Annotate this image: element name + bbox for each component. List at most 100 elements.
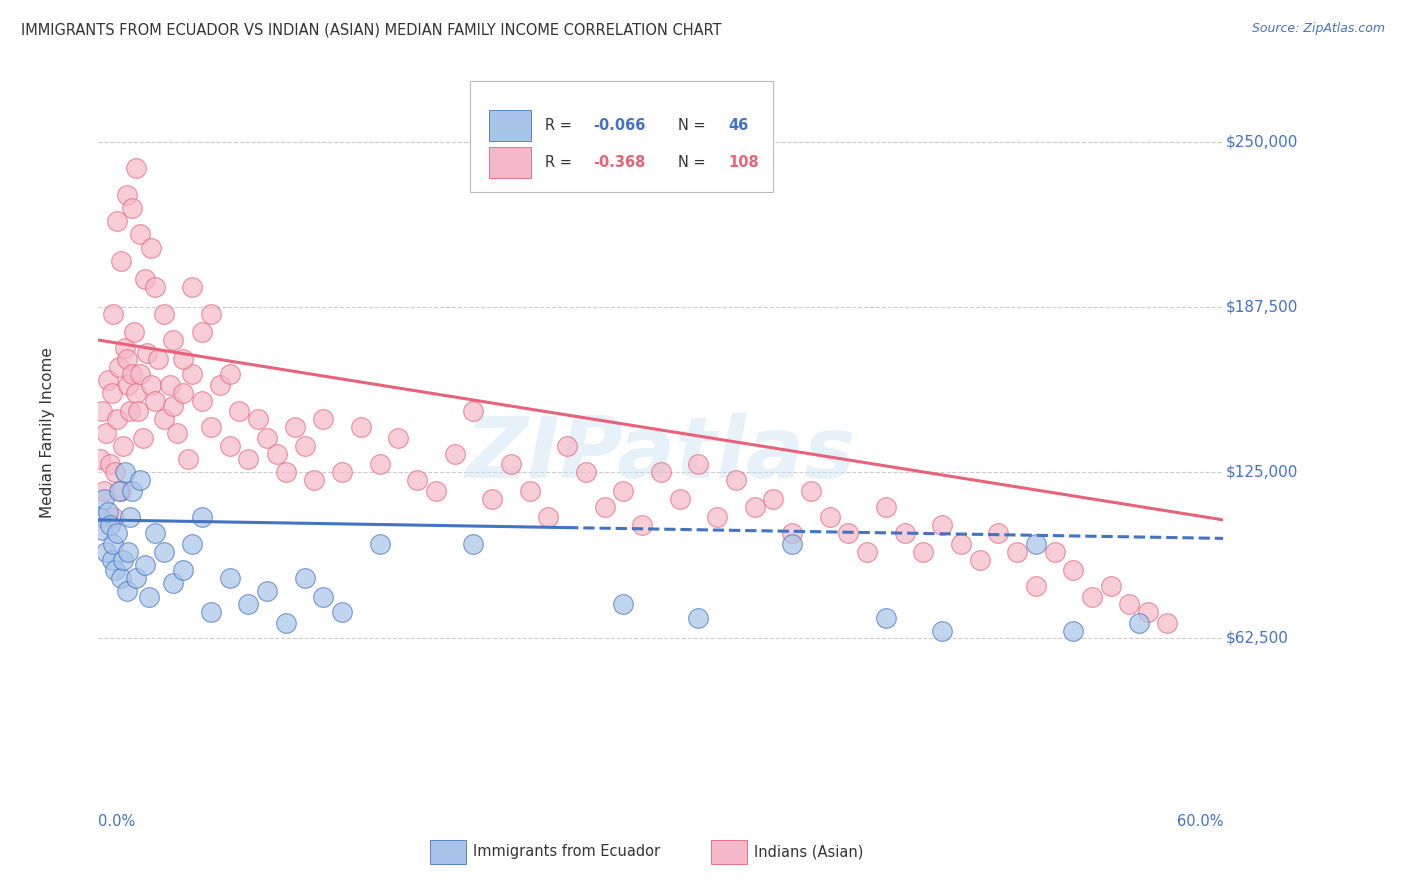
Point xyxy=(218,439,240,453)
Point xyxy=(425,483,447,498)
Point xyxy=(134,272,156,286)
Point xyxy=(181,368,204,382)
Text: IMMIGRANTS FROM ECUADOR VS INDIAN (ASIAN) MEDIAN FAMILY INCOME CORRELATION CHART: IMMIGRANTS FROM ECUADOR VS INDIAN (ASIAN… xyxy=(21,22,721,37)
Point xyxy=(800,483,823,498)
Point xyxy=(181,536,204,550)
Point xyxy=(987,526,1010,541)
Point xyxy=(837,526,859,541)
Point xyxy=(688,610,710,624)
Point xyxy=(128,227,150,242)
Point xyxy=(117,544,139,558)
Point xyxy=(91,524,114,538)
Point xyxy=(688,458,710,472)
Point xyxy=(115,187,138,202)
Point xyxy=(166,425,188,440)
Point xyxy=(931,518,953,533)
Text: 108: 108 xyxy=(728,155,759,169)
Point xyxy=(153,412,176,426)
Point xyxy=(91,404,114,418)
Text: $187,500: $187,500 xyxy=(1226,300,1298,315)
Point xyxy=(190,325,212,339)
Point xyxy=(256,431,278,445)
Point xyxy=(128,368,150,382)
FancyBboxPatch shape xyxy=(711,840,748,863)
Point xyxy=(893,526,915,541)
Point xyxy=(94,425,117,440)
Point xyxy=(1081,590,1104,604)
Text: ZIPatlas: ZIPatlas xyxy=(465,413,856,496)
Point xyxy=(105,412,128,426)
Point xyxy=(148,351,170,366)
Point xyxy=(105,214,128,228)
FancyBboxPatch shape xyxy=(470,81,773,192)
Point xyxy=(110,483,132,498)
Text: N =: N = xyxy=(678,118,710,133)
Point xyxy=(1062,624,1084,638)
Point xyxy=(780,536,803,550)
Point xyxy=(108,359,131,374)
Point xyxy=(481,491,503,506)
Point xyxy=(159,378,181,392)
Point xyxy=(110,253,132,268)
Point xyxy=(330,465,353,479)
FancyBboxPatch shape xyxy=(489,110,531,141)
Point xyxy=(108,483,131,498)
Point xyxy=(100,552,122,566)
Text: -0.066: -0.066 xyxy=(593,118,645,133)
Point xyxy=(138,590,160,604)
Point xyxy=(537,510,560,524)
Point xyxy=(114,465,136,479)
Point xyxy=(218,368,240,382)
Point xyxy=(706,510,728,524)
Text: Indians (Asian): Indians (Asian) xyxy=(754,844,863,859)
Point xyxy=(1005,544,1028,558)
Point xyxy=(103,536,125,550)
Text: R =: R = xyxy=(546,118,576,133)
Text: 60.0%: 60.0% xyxy=(1177,814,1223,829)
Point xyxy=(1043,544,1066,558)
Point xyxy=(172,386,194,401)
Point xyxy=(115,584,138,599)
Text: 0.0%: 0.0% xyxy=(98,814,135,829)
Point xyxy=(172,351,194,366)
Point xyxy=(143,280,166,294)
Point xyxy=(612,598,634,612)
FancyBboxPatch shape xyxy=(430,840,467,863)
Point xyxy=(117,378,139,392)
Point xyxy=(200,420,222,434)
Point xyxy=(103,510,125,524)
Point xyxy=(1025,536,1047,550)
Point xyxy=(856,544,879,558)
Point xyxy=(125,161,148,176)
Point xyxy=(134,558,156,572)
Point xyxy=(132,431,155,445)
Point xyxy=(593,500,616,514)
Point xyxy=(100,386,122,401)
Point xyxy=(575,465,598,479)
Point xyxy=(1137,606,1160,620)
Point xyxy=(368,536,391,550)
Point xyxy=(1062,563,1084,577)
Point xyxy=(121,483,143,498)
Text: R =: R = xyxy=(546,155,576,169)
Point xyxy=(406,473,429,487)
Point xyxy=(294,439,316,453)
Text: $125,000: $125,000 xyxy=(1226,465,1298,480)
Point xyxy=(780,526,803,541)
Point xyxy=(103,307,125,321)
Point xyxy=(127,404,149,418)
Point xyxy=(136,346,159,360)
Text: $250,000: $250,000 xyxy=(1226,135,1298,149)
Point xyxy=(724,473,747,487)
Point xyxy=(312,590,335,604)
Point xyxy=(162,576,184,591)
Point xyxy=(121,368,143,382)
Point xyxy=(744,500,766,514)
Point xyxy=(98,518,121,533)
Point xyxy=(969,552,991,566)
Point xyxy=(153,544,176,558)
Text: 46: 46 xyxy=(728,118,748,133)
Point xyxy=(200,307,222,321)
Point xyxy=(89,510,111,524)
Point xyxy=(209,378,232,392)
